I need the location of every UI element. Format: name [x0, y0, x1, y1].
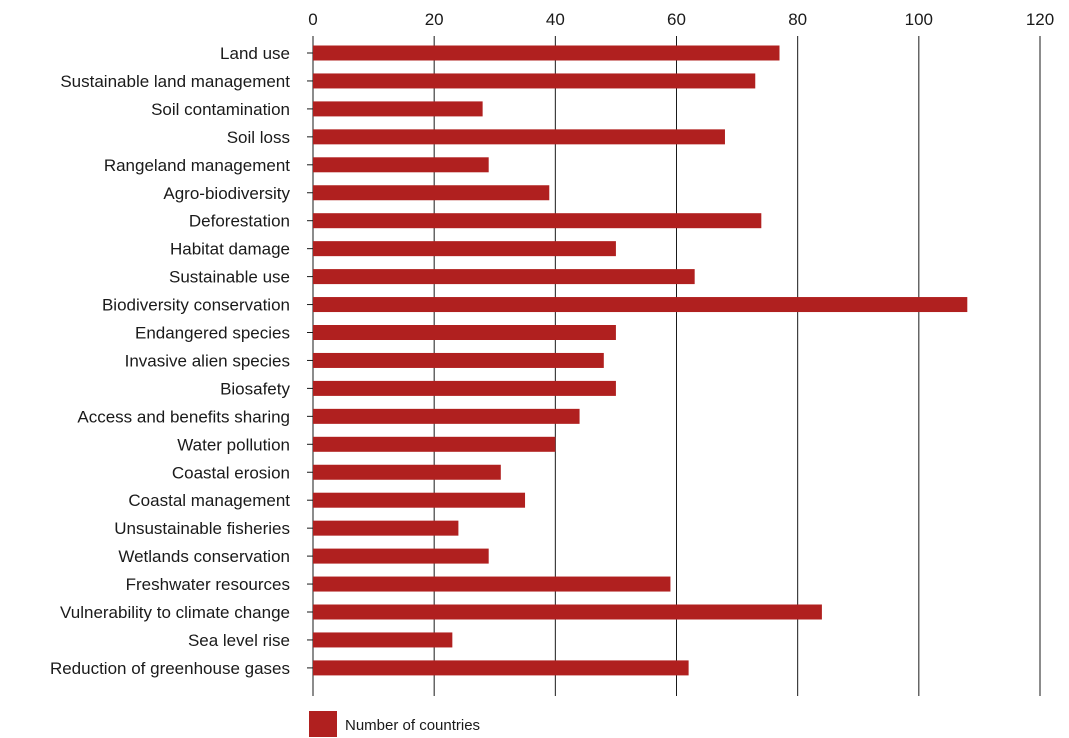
bar: [313, 241, 616, 257]
legend-label: Number of countries: [345, 717, 480, 734]
x-tick-labels: 0 20 40 60 80 100 120: [308, 10, 1054, 29]
x-tick-label: 80: [788, 10, 807, 29]
category-label: Land use: [220, 44, 290, 63]
bar: [313, 101, 483, 117]
bar: [313, 408, 580, 424]
bar: [313, 129, 725, 145]
category-label: Vulnerability to climate change: [60, 603, 290, 622]
bar: [313, 269, 695, 285]
category-label: Reduction of greenhouse gases: [50, 659, 290, 678]
bar: [313, 548, 489, 564]
category-label: Deforestation: [189, 212, 290, 231]
x-tick-label: 40: [546, 10, 565, 29]
x-tick-label: 120: [1026, 10, 1054, 29]
bar: [313, 464, 501, 480]
category-label: Rangeland management: [104, 156, 290, 175]
bar: [313, 520, 459, 536]
bar: [313, 297, 968, 313]
bar: [313, 660, 689, 676]
x-tick-label: 20: [425, 10, 444, 29]
category-label: Biodiversity conservation: [102, 296, 290, 315]
bars: [313, 45, 968, 676]
category-label: Access and benefits sharing: [77, 407, 290, 426]
category-label: Coastal management: [128, 491, 290, 510]
category-label: Habitat damage: [170, 240, 290, 259]
category-label: Sustainable use: [169, 268, 290, 287]
category-label: Unsustainable fisheries: [114, 519, 290, 538]
category-label: Sustainable land management: [60, 72, 290, 91]
axis: [307, 52, 1041, 696]
bar: [313, 213, 762, 229]
x-tick-label: 60: [667, 10, 686, 29]
bar: [313, 157, 489, 173]
x-tick-label: 0: [308, 10, 317, 29]
category-labels: Land use Sustainable land management Soil …: [50, 44, 291, 678]
legend: Number of countries: [309, 711, 480, 737]
bar: [313, 325, 616, 340]
bar: [313, 436, 556, 452]
bar: [313, 352, 604, 368]
category-label: Endangered species: [135, 324, 290, 343]
legend-swatch: [309, 711, 337, 737]
bar: [313, 185, 550, 201]
category-label: Agro-biodiversity: [163, 184, 290, 203]
category-label: Freshwater resources: [126, 575, 290, 594]
bar: [313, 380, 616, 396]
category-label: Coastal erosion: [172, 463, 290, 482]
category-label: Biosafety: [220, 379, 290, 398]
category-label: Water pollution: [177, 435, 290, 454]
category-label: Soil contamination: [151, 100, 290, 119]
bar: [313, 604, 822, 620]
category-label: Soil loss: [227, 128, 290, 147]
bar: [313, 73, 756, 89]
category-label: Sea level rise: [188, 631, 290, 650]
bar: [313, 492, 526, 508]
bar: [313, 45, 780, 61]
bar: [313, 576, 671, 592]
bar: [313, 632, 453, 648]
x-tick-label: 100: [905, 10, 933, 29]
category-label: Invasive alien species: [125, 351, 290, 370]
category-label: Wetlands conservation: [118, 547, 290, 566]
